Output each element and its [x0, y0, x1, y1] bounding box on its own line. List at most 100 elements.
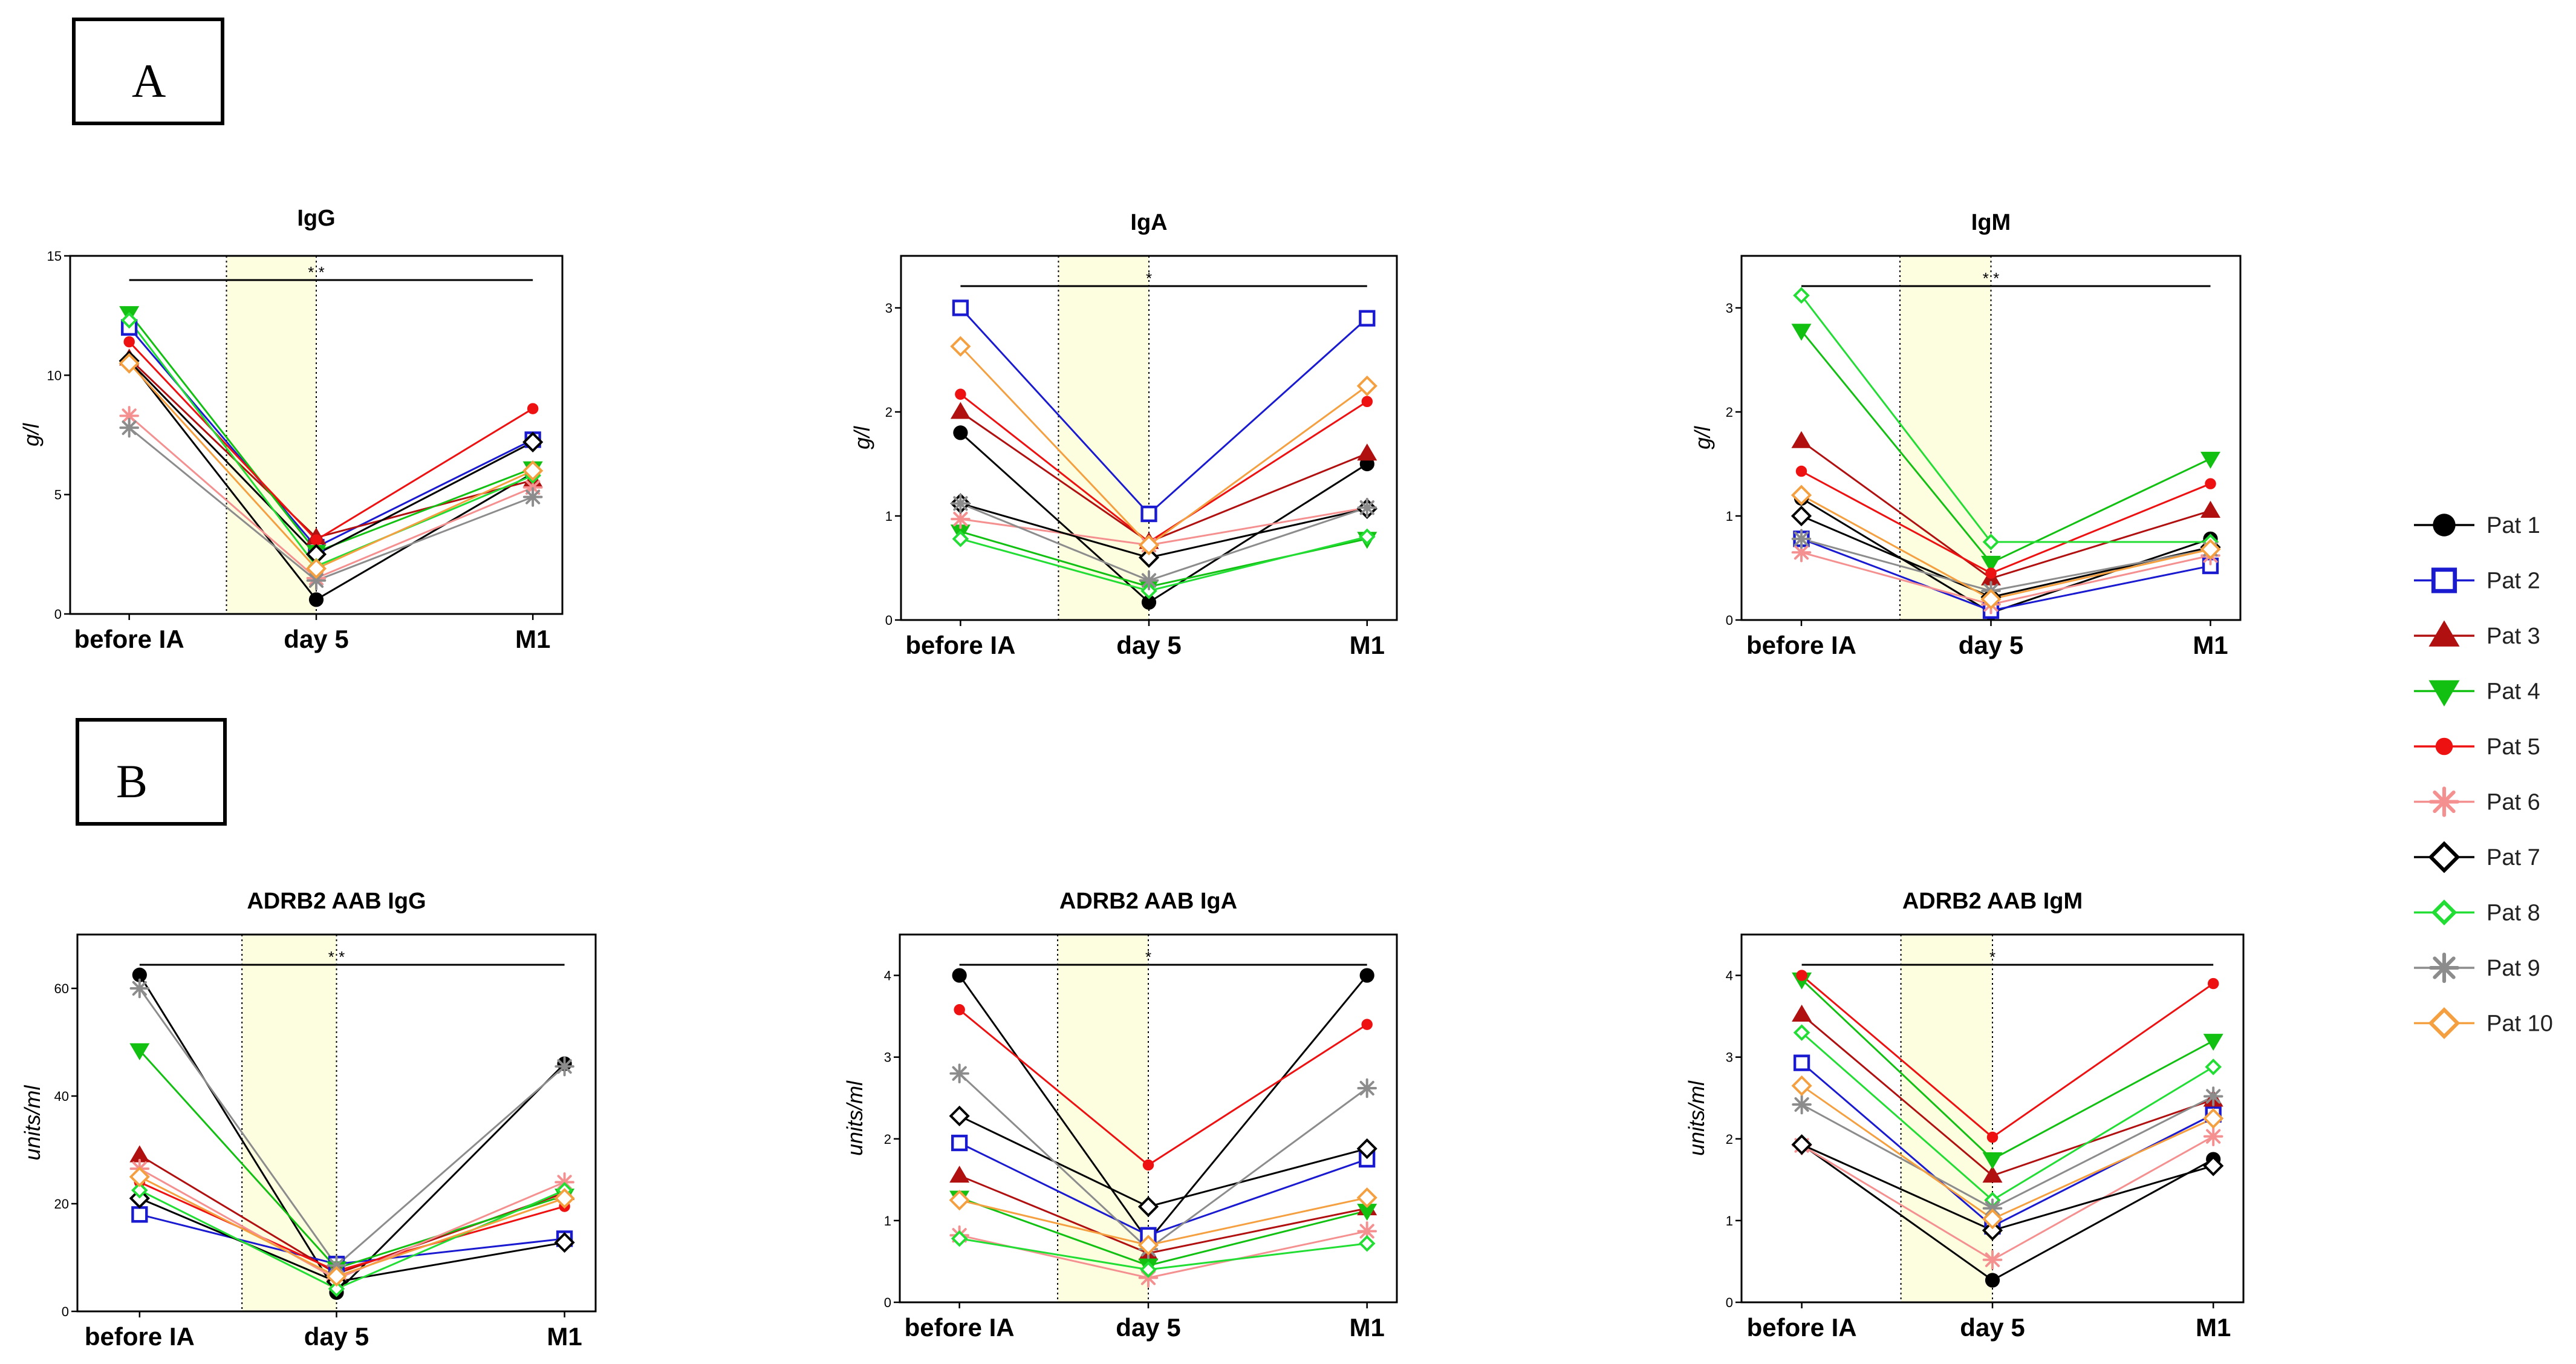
point-pat-9-before-ia — [949, 1063, 969, 1083]
legend-label: Pat 1 — [2487, 513, 2540, 538]
y-tick-label: 2 — [1726, 405, 1733, 420]
series-line-pat-10 — [960, 345, 1368, 547]
point-pat-4-m1 — [1357, 1204, 1377, 1221]
point-pat-5-day-5 — [1985, 567, 1997, 579]
legend-marker — [2428, 680, 2460, 706]
day5-band — [242, 935, 337, 1311]
series-line-pat-3 — [139, 1154, 565, 1275]
legend-item-pat-6: Pat 6 — [2414, 786, 2540, 817]
point-pat-4-m1 — [2203, 1034, 2223, 1051]
series-line-pat-10 — [128, 362, 533, 570]
point-pat-10-day-5 — [1138, 535, 1160, 556]
legend-item-pat-1: Pat 1 — [2414, 513, 2540, 538]
point-pat-3-day-5 — [1982, 1166, 2003, 1183]
series-line-pat-2 — [1801, 538, 2211, 612]
point-pat-1-day-5 — [308, 592, 324, 607]
point-pat-10-day-5 — [326, 1266, 347, 1287]
chart-title: IgM — [1971, 210, 2011, 235]
point-pat-7-day-5 — [1982, 1220, 2003, 1241]
x-tick-label-m1: M1 — [547, 1322, 582, 1351]
legend-item-pat-3: Pat 3 — [2414, 620, 2540, 649]
x-tick-label-before-ia: before IA — [1747, 1313, 1857, 1342]
y-axis-label: units/ml — [20, 1085, 45, 1160]
y-tick-label: 15 — [47, 249, 62, 264]
point-pat-8-m1 — [1358, 1235, 1376, 1252]
chart-iga: 0 1 2 3 before IA day 5 M1 IgA g/l * — [850, 210, 1398, 659]
point-pat-9-day-5 — [1139, 570, 1159, 590]
point-pat-7-m1 — [554, 1232, 575, 1253]
point-pat-3-before-ia — [129, 1145, 150, 1163]
point-pat-6-m1 — [2203, 1126, 2223, 1147]
chart-igm: 0 1 2 3 before IA day 5 M1 IgM g/l * * — [1690, 210, 2242, 659]
legend: Pat 1 Pat 2 Pat 3 Pat 4 Pat 5 Pat 6 Pat 7 Pat 8… — [2414, 513, 2553, 1039]
point-pat-1-before-ia — [952, 968, 967, 983]
y-tick-label: 1 — [1726, 1213, 1733, 1229]
point-pat-3-before-ia — [950, 402, 971, 419]
series-line-pat-4 — [959, 1196, 1368, 1267]
significance-stars: * — [1989, 948, 1995, 966]
point-pat-5-day-5 — [310, 534, 322, 546]
significance-stars: * — [1145, 948, 1151, 966]
point-pat-4-before-ia — [1791, 324, 1812, 341]
point-pat-8-before-ia — [1793, 287, 1810, 304]
point-pat-5-m1 — [1361, 1019, 1373, 1030]
series-line-pat-9 — [1801, 538, 2211, 592]
day5-band — [1900, 256, 1991, 620]
y-tick-label: 1 — [884, 1213, 891, 1229]
chart-title: ADRB2 AAB IgA — [1059, 889, 1237, 914]
point-pat-10-m1 — [1356, 1187, 1377, 1209]
x-tick-label-day-5: day 5 — [1959, 631, 2023, 659]
y-tick-label: 3 — [1726, 1050, 1733, 1065]
panel-b-label-text: B — [116, 755, 148, 808]
legend-label: Pat 9 — [2487, 956, 2540, 981]
legend-item-pat-10: Pat 10 — [2414, 1007, 2553, 1039]
point-pat-5-m1 — [1361, 396, 1373, 408]
point-pat-8-day-5 — [1140, 1261, 1157, 1278]
point-pat-8-day-5 — [1140, 582, 1157, 599]
point-pat-5-day-5 — [1986, 1131, 1999, 1143]
legend-label: Pat 5 — [2487, 734, 2540, 760]
legend-label: Pat 2 — [2487, 569, 2540, 594]
legend-marker — [2428, 841, 2461, 873]
point-pat-10-day-5 — [1982, 1209, 2003, 1230]
series-line-pat-5 — [128, 341, 533, 541]
point-pat-7-before-ia — [949, 1105, 970, 1127]
point-pat-2-before-ia — [1793, 1054, 1810, 1071]
point-pat-5-before-ia — [1796, 970, 1807, 981]
series-line-pat-5 — [960, 393, 1368, 543]
x-tick-label-day-5: day 5 — [284, 625, 348, 653]
day5-band — [1901, 935, 1992, 1302]
point-pat-10-m1 — [1356, 375, 1377, 397]
point-pat-10-before-ia — [950, 336, 971, 357]
point-pat-9-m1 — [1357, 1078, 1377, 1098]
point-pat-9-m1 — [2203, 1086, 2223, 1106]
point-pat-10-before-ia — [119, 353, 140, 374]
y-tick-label: 0 — [1726, 1295, 1733, 1310]
point-pat-10-day-5 — [1980, 589, 2002, 610]
series-line-pat-5 — [958, 1009, 1368, 1166]
panel-a-label: A — [72, 18, 224, 125]
legend-marker — [2433, 514, 2456, 537]
legend-label: Pat 7 — [2487, 845, 2540, 870]
point-pat-1-m1 — [1359, 968, 1374, 983]
x-tick-label-before-ia: before IA — [85, 1322, 195, 1351]
significance-stars: * * — [328, 948, 345, 966]
point-pat-2-before-ia — [951, 1134, 968, 1152]
series-line-pat-6 — [1801, 1135, 2214, 1261]
point-pat-10-day-5 — [1137, 1235, 1159, 1256]
point-pat-9-m1 — [1357, 497, 1377, 518]
y-tick-label: 3 — [1726, 301, 1733, 316]
series-line-pat-6 — [960, 506, 1368, 546]
point-pat-5-m1 — [527, 403, 539, 414]
point-pat-5-before-ia — [954, 1004, 965, 1016]
series-line-pat-8 — [128, 319, 533, 567]
point-pat-10-m1 — [522, 460, 544, 481]
point-pat-4-day-5 — [1982, 1152, 2003, 1170]
legend-item-pat-4: Pat 4 — [2414, 679, 2540, 706]
chart-title: ADRB2 AAB IgM — [1902, 889, 2083, 914]
chart-adrb2-aab-iga: 0 1 2 3 4 before IA day 5 M1 ADRB2 AAB IgA units/… — [842, 889, 1398, 1342]
y-tick-label: 40 — [54, 1089, 69, 1104]
point-pat-8-day-5 — [328, 1280, 345, 1297]
point-pat-8-m1 — [2205, 1059, 2222, 1075]
